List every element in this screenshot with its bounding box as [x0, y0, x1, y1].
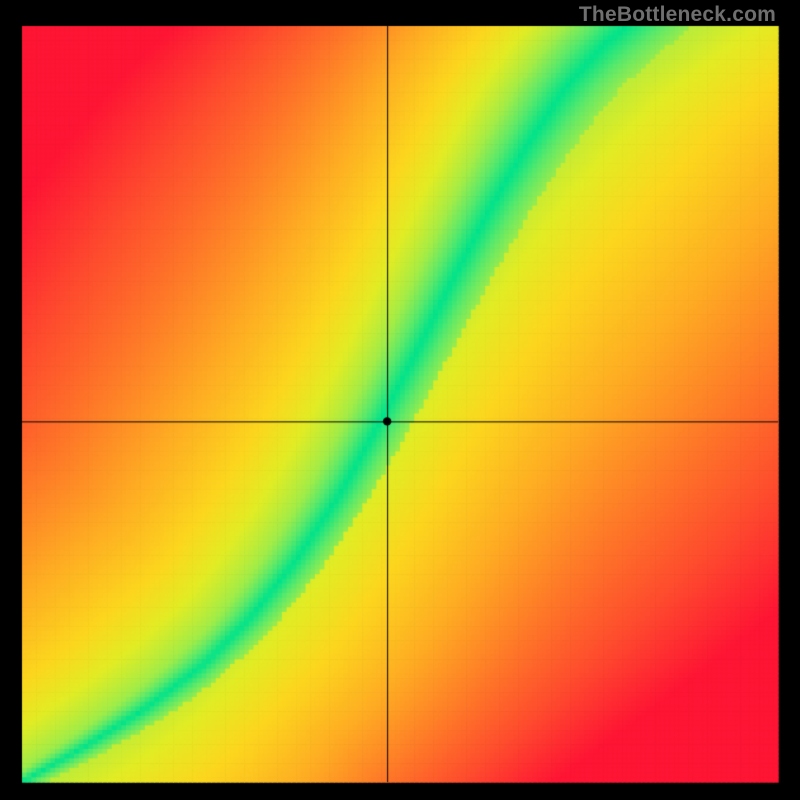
watermark-text: TheBottleneck.com	[579, 3, 776, 27]
bottleneck-heatmap	[0, 0, 800, 800]
